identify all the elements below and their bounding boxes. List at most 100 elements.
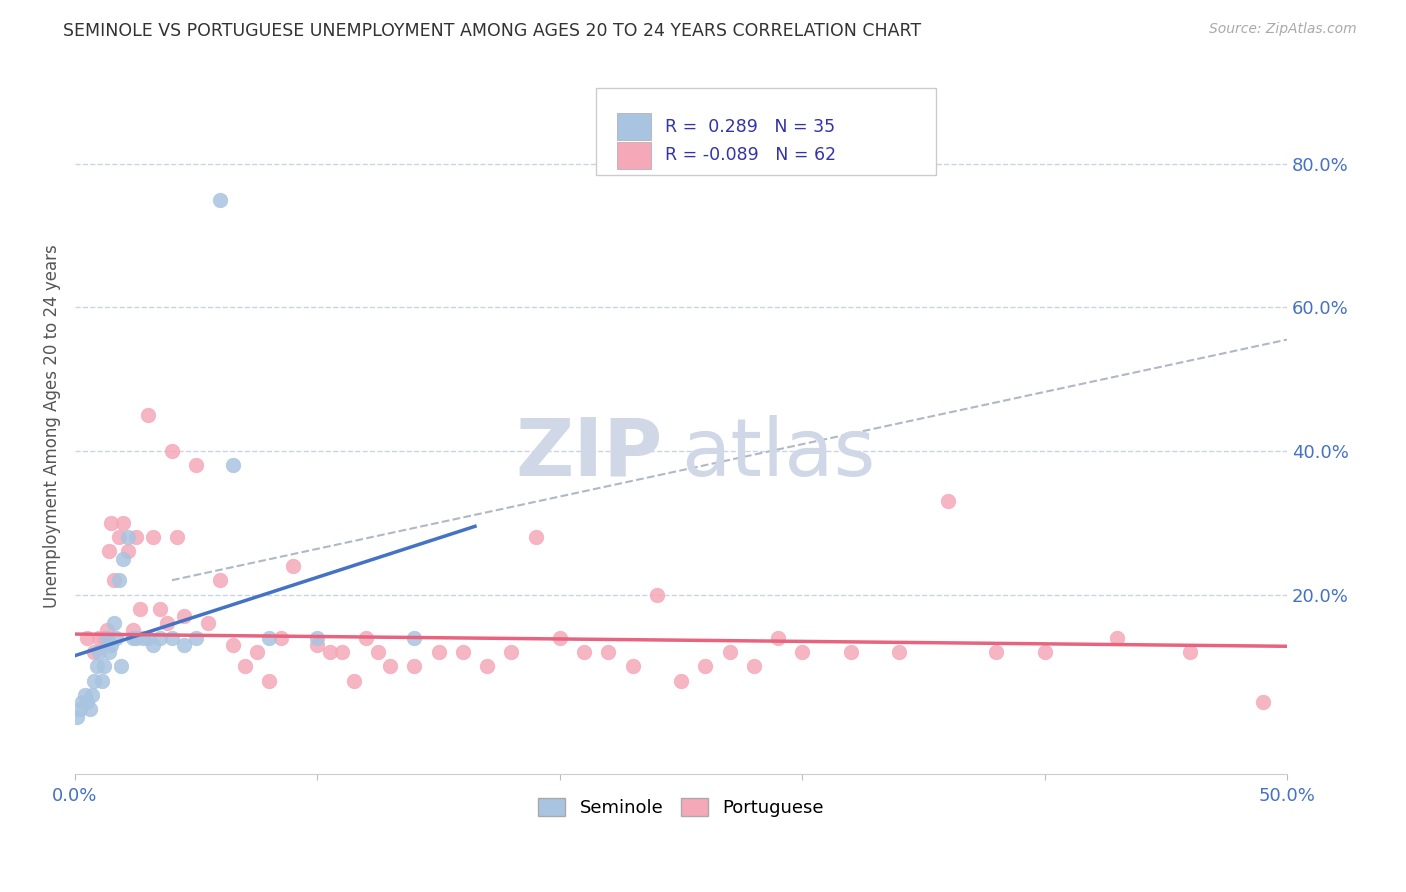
Point [96, 624, 118, 638]
Point [669, 673, 692, 688]
Point [792, 645, 814, 659]
Bar [617, 113, 651, 140]
Point [160, 631, 183, 645]
Point [73, 688, 96, 702]
Point [69, 702, 91, 716]
Point [307, 631, 329, 645]
Point [221, 458, 243, 473]
Point [524, 530, 547, 544]
Point [100, 516, 122, 530]
Point [598, 645, 620, 659]
Point [124, 631, 146, 645]
Point [160, 444, 183, 458]
Point [1251, 695, 1274, 709]
Point [156, 616, 179, 631]
Point [97, 645, 120, 659]
Point [718, 645, 741, 659]
Text: SEMINOLE VS PORTUGUESE UNEMPLOYMENT AMONG AGES 20 TO 24 YEARS CORRELATION CHART: SEMINOLE VS PORTUGUESE UNEMPLOYMENT AMON… [63, 22, 921, 40]
Point [367, 645, 389, 659]
Point [105, 631, 128, 645]
Point [283, 558, 305, 573]
Point [124, 530, 146, 544]
Point [621, 659, 644, 673]
Point [66, 709, 89, 723]
Point [695, 659, 717, 673]
Point [404, 659, 426, 673]
Point [97, 544, 120, 558]
Point [107, 530, 129, 544]
Point [548, 631, 571, 645]
Legend: Seminole, Portuguese: Seminole, Portuguese [530, 790, 831, 824]
Point [330, 645, 353, 659]
Point [117, 544, 139, 558]
Point [142, 638, 165, 652]
Point [354, 631, 377, 645]
Point [427, 645, 450, 659]
Text: ZIP: ZIP [516, 415, 662, 492]
Point [93, 659, 115, 673]
Point [103, 616, 125, 631]
Point [186, 458, 208, 473]
Point [129, 602, 152, 616]
Point [572, 645, 595, 659]
Point [117, 530, 139, 544]
Point [83, 673, 105, 688]
Point [93, 631, 115, 645]
Point [132, 631, 155, 645]
Point [103, 573, 125, 587]
Point [112, 551, 135, 566]
Point [142, 530, 165, 544]
Point [76, 631, 98, 645]
Point [96, 631, 118, 645]
Point [173, 638, 195, 652]
Point [72, 695, 94, 709]
Point [839, 645, 862, 659]
Text: R =  0.289   N = 35: R = 0.289 N = 35 [665, 118, 835, 136]
Point [110, 659, 132, 673]
Point [451, 645, 474, 659]
Point [149, 602, 172, 616]
Point [209, 193, 232, 207]
Text: 0.0%: 0.0% [52, 787, 97, 805]
Point [166, 530, 188, 544]
Point [645, 588, 668, 602]
Point [90, 673, 112, 688]
Point [221, 638, 243, 652]
Point [257, 673, 280, 688]
Text: 50.0%: 50.0% [1258, 787, 1316, 805]
Point [100, 638, 122, 652]
Point [83, 645, 105, 659]
Point [246, 645, 269, 659]
Point [742, 659, 765, 673]
Point [1178, 645, 1201, 659]
Point [197, 616, 219, 631]
Point [173, 609, 195, 624]
Point [79, 702, 101, 716]
Point [404, 631, 426, 645]
Point [378, 659, 401, 673]
Point [257, 631, 280, 645]
Point [149, 631, 172, 645]
Point [986, 645, 1008, 659]
Point [233, 659, 256, 673]
Point [1033, 645, 1056, 659]
Point [112, 516, 135, 530]
Point [107, 573, 129, 587]
Point [86, 659, 108, 673]
Point [475, 659, 498, 673]
Point [307, 638, 329, 652]
Point [889, 645, 911, 659]
Point [936, 494, 959, 508]
Y-axis label: Unemployment Among Ages 20 to 24 years: Unemployment Among Ages 20 to 24 years [44, 244, 60, 607]
Point [270, 631, 292, 645]
Point [766, 631, 789, 645]
Point [76, 695, 98, 709]
Point [89, 645, 111, 659]
Point [122, 631, 145, 645]
Point [343, 673, 366, 688]
Text: Source: ZipAtlas.com: Source: ZipAtlas.com [1209, 22, 1357, 37]
Point [1107, 631, 1129, 645]
Text: atlas: atlas [681, 415, 876, 492]
Point [89, 631, 111, 645]
Point [136, 408, 159, 422]
